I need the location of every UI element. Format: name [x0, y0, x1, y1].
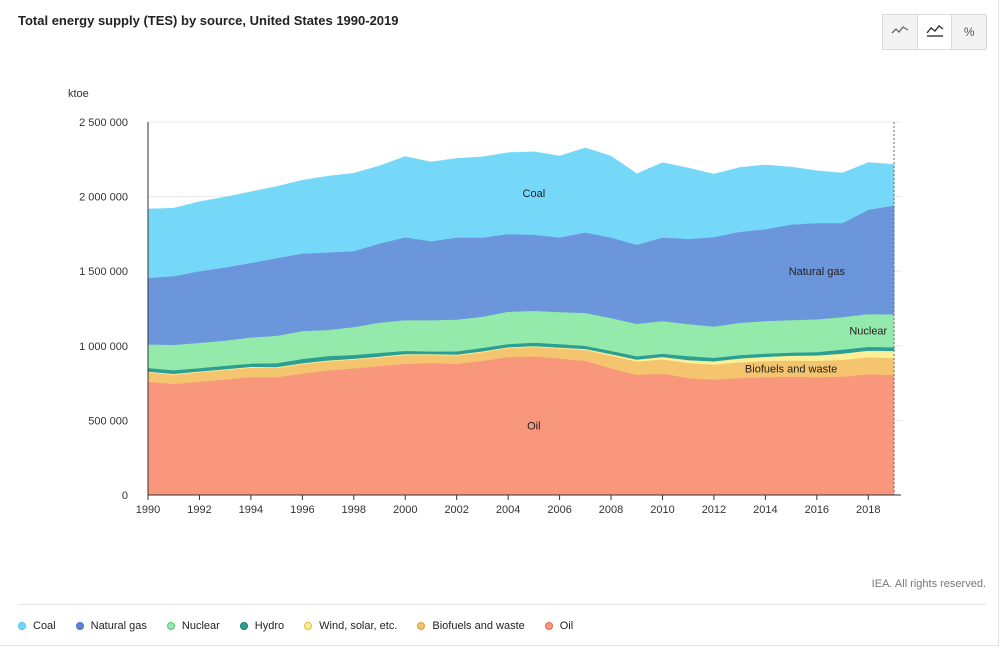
line-chart-icon — [891, 23, 909, 41]
y-tick-label: 1 500 000 — [79, 266, 128, 278]
area-chart-button[interactable] — [917, 15, 953, 49]
percent-button[interactable]: % — [952, 15, 986, 49]
area-chart: 0 500 000 1 000 000 1 500 000 2 000 000 2 500… — [68, 88, 902, 516]
x-tick-label: 2006 — [547, 504, 571, 516]
legend-swatch — [239, 622, 248, 630]
x-tick-label: 2004 — [496, 504, 520, 516]
x-tick-label: 2016 — [805, 504, 829, 516]
series-label-nuclear: Nuclear — [849, 325, 887, 337]
legend-item-nuclear[interactable]: Nuclear — [166, 620, 220, 632]
legend-item-biofuels-and-waste[interactable]: Biofuels and waste — [417, 620, 525, 632]
legend-label: Hydro — [254, 620, 285, 632]
legend-label: Nuclear — [181, 620, 220, 632]
x-tick-label: 1998 — [342, 504, 366, 516]
legend-item-coal[interactable]: Coal — [18, 620, 56, 632]
legend-swatch — [75, 622, 84, 630]
y-tick-label: 500 000 — [88, 415, 128, 427]
y-tick-label: 2 000 000 — [79, 192, 128, 204]
chart-type-toolbar: % — [882, 14, 987, 50]
legend-label: Biofuels and waste — [432, 620, 525, 632]
series-label-coal: Coal — [523, 188, 546, 200]
area-chart-icon — [925, 23, 944, 42]
y-axis-unit-label: ktoe — [68, 88, 89, 100]
legend: Coal Natural gas Nuclear Hydro Wind, solar, … — [18, 620, 593, 632]
y-tick-label: 1 000 000 — [79, 341, 128, 353]
x-tick-label: 1994 — [239, 504, 263, 516]
line-chart-button[interactable] — [883, 15, 918, 49]
area-coal — [147, 147, 895, 279]
x-tick-label: 1996 — [290, 504, 314, 516]
series-label-oil: Oil — [527, 421, 540, 433]
legend-label: Wind, solar, etc. — [319, 620, 398, 632]
series-label-natural-gas: Natural gas — [789, 266, 846, 278]
x-tick-label: 2012 — [702, 504, 726, 516]
legend-label: Oil — [559, 620, 574, 632]
x-tick-label: 1990 — [136, 504, 160, 516]
x-tick-label: 2014 — [753, 504, 777, 516]
credit-text: IEA. All rights reserved. — [871, 578, 986, 590]
legend-item-natural-gas[interactable]: Natural gas — [75, 620, 147, 632]
legend-swatch — [166, 622, 175, 630]
percent-icon: % — [963, 25, 975, 39]
series-label-biofuels-and-waste: Biofuels and waste — [745, 363, 837, 375]
x-tick-label: 2000 — [393, 504, 417, 516]
legend-item-hydro[interactable]: Hydro — [239, 620, 285, 632]
y-tick-label: 2 500 000 — [79, 117, 128, 129]
legend-swatch — [417, 622, 426, 630]
legend-swatch — [18, 622, 26, 630]
legend-item-oil[interactable]: Oil — [544, 620, 574, 632]
chart-title: Total energy supply (TES) by source, Uni… — [18, 13, 399, 28]
x-tick-label: 1992 — [187, 504, 211, 516]
legend-divider — [18, 604, 986, 605]
legend-item-wind-solar-etc[interactable]: Wind, solar, etc. — [304, 620, 397, 632]
x-tick-label: 2018 — [856, 504, 880, 516]
x-tick-label: 2010 — [650, 504, 674, 516]
legend-label: Coal — [33, 620, 56, 632]
y-tick-label: 0 — [122, 490, 128, 502]
x-tick-label: 2002 — [444, 504, 468, 516]
x-tick-label: 2008 — [599, 504, 623, 516]
legend-label: Natural gas — [90, 620, 147, 632]
legend-swatch — [544, 622, 553, 630]
legend-swatch — [304, 622, 313, 630]
